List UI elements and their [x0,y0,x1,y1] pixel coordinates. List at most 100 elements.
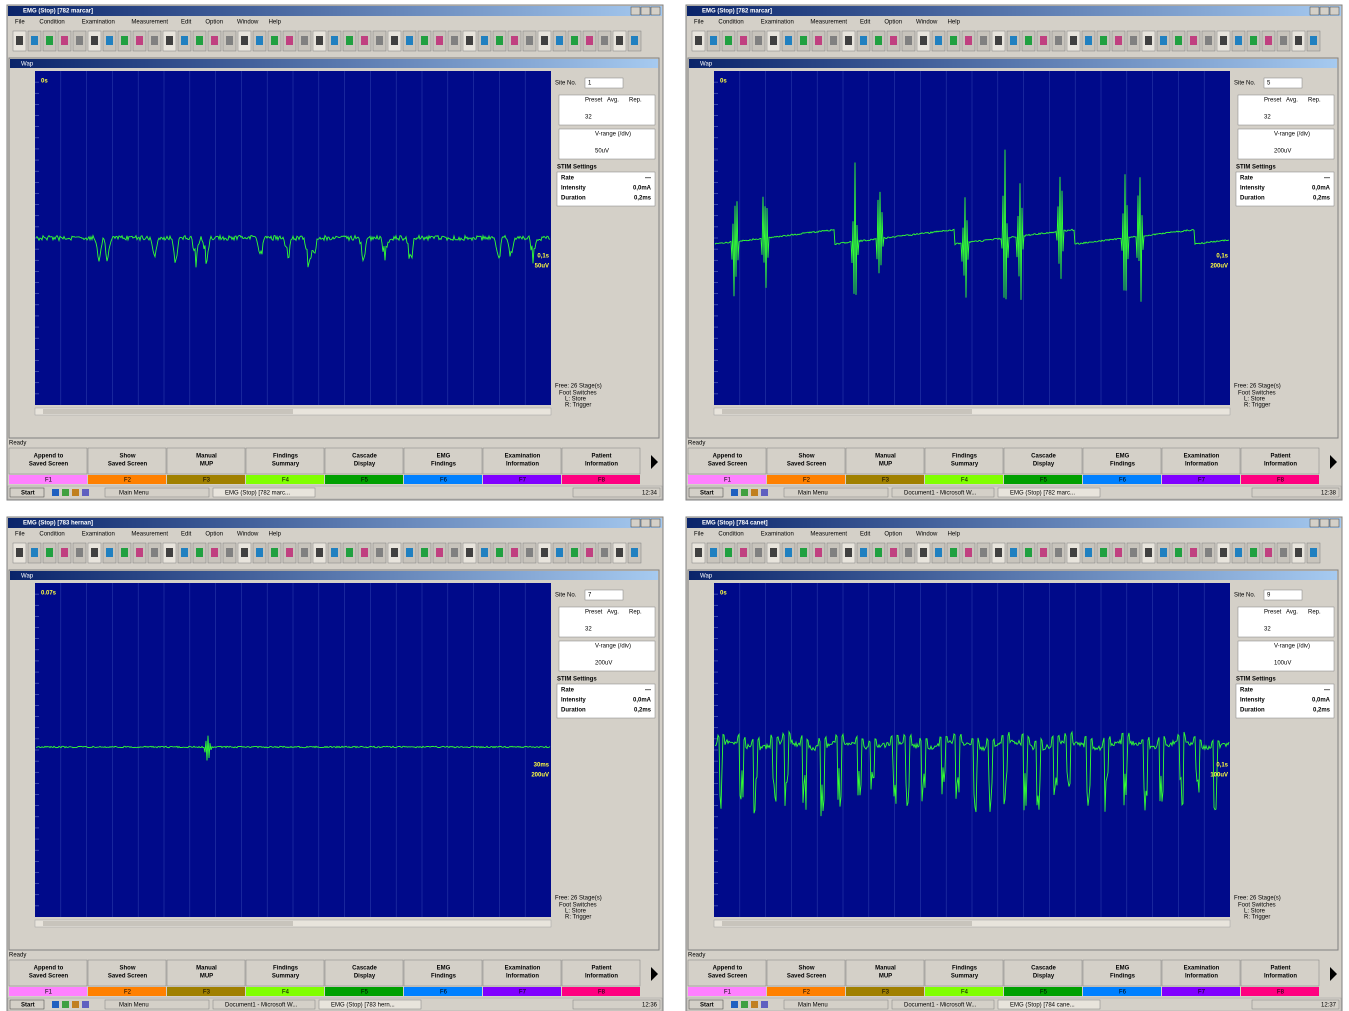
window-control[interactable] [651,7,660,15]
quick-launch[interactable] [82,489,89,496]
menu-item[interactable]: Measurement [810,20,847,26]
menu-item[interactable]: Examination [82,20,115,26]
menu-item[interactable]: Edit [860,532,871,538]
menu-item[interactable]: Window [916,532,938,538]
scroll-thumb[interactable] [722,921,972,926]
quick-launch[interactable] [62,1001,69,1008]
quick-launch[interactable] [82,1001,89,1008]
quick-launch[interactable] [72,1001,79,1008]
button-label: Manual [196,966,217,972]
menu-item[interactable]: Condition [39,532,64,538]
menu-item[interactable]: Window [237,20,259,26]
button-label: Saved Screen [708,974,748,980]
scroll-thumb[interactable] [43,921,293,926]
quick-launch[interactable] [741,1001,748,1008]
window-control[interactable] [641,7,650,15]
menu-item[interactable]: Help [269,20,282,26]
toolbar-icon [920,548,927,557]
title-bar [687,518,1341,528]
menu-item[interactable]: Option [884,20,902,26]
menu-item[interactable]: Measurement [810,532,847,538]
function-key-label: F8 [598,478,606,484]
menu-item[interactable]: File [15,20,25,26]
quick-launch[interactable] [751,1001,758,1008]
toolbar-icon [391,36,398,45]
scroll-thumb[interactable] [43,409,293,414]
menu-item[interactable]: Option [884,532,902,538]
quick-launch[interactable] [52,489,59,496]
menu-item[interactable]: File [15,532,25,538]
menu-item[interactable]: Edit [860,20,871,26]
toolbar-icon [286,36,293,45]
button-label: Findings [1110,974,1136,980]
preset-header: Preset [585,610,603,616]
window-control[interactable] [1310,7,1319,15]
stim-label: Duration [1240,708,1265,714]
menu-item[interactable]: Help [948,20,961,26]
window-control[interactable] [1330,7,1339,15]
quick-launch[interactable] [52,1001,59,1008]
button-label: Information [1185,462,1218,468]
foot-switch: R: Trigger [1244,915,1270,921]
quick-launch[interactable] [761,489,768,496]
quick-launch[interactable] [731,489,738,496]
child-title: Wap [21,574,34,580]
site-no-label: Site No. [1234,593,1256,599]
function-key-label: F5 [1040,990,1048,996]
window-control[interactable] [631,7,640,15]
scroll-thumb[interactable] [722,409,972,414]
menu-item[interactable]: Edit [181,532,192,538]
menu-item[interactable]: Help [269,532,282,538]
toolbar-icon [890,548,897,557]
window-title: EMG (Stop) [784 canet] [702,521,768,527]
button-label: MUP [879,974,892,980]
menu-item[interactable]: File [694,532,704,538]
window-control[interactable] [1320,519,1329,527]
toolbar-icon [226,36,233,45]
quick-launch[interactable] [751,489,758,496]
stim-value: 0,2ms [1313,708,1331,714]
toolbar-icon [920,36,927,45]
quick-launch[interactable] [62,489,69,496]
window-control[interactable] [641,519,650,527]
menu-item[interactable]: Examination [761,20,794,26]
menu-item[interactable]: Examination [761,532,794,538]
menu-item[interactable]: Window [916,20,938,26]
menu-item[interactable]: Edit [181,20,192,26]
menu-item[interactable]: Measurement [131,532,168,538]
window-control[interactable] [1310,519,1319,527]
button-label: Findings [273,454,299,460]
button-label: Information [1264,462,1297,468]
menu-item[interactable]: Option [205,20,223,26]
window-control[interactable] [631,519,640,527]
quick-launch[interactable] [761,1001,768,1008]
quick-launch[interactable] [731,1001,738,1008]
menu-item[interactable]: Examination [82,532,115,538]
function-key-label: F1 [724,478,732,484]
window-control[interactable] [1320,7,1329,15]
toolbar-icon [980,548,987,557]
menu-item[interactable]: File [694,20,704,26]
menu-item[interactable]: Condition [718,532,743,538]
function-key-label: F4 [961,990,969,996]
quick-launch[interactable] [72,489,79,496]
toolbar-icon [1055,36,1062,45]
menu-item[interactable]: Help [948,532,961,538]
menu-item[interactable]: Option [205,532,223,538]
toolbar-icon [965,36,972,45]
window-control[interactable] [1330,519,1339,527]
menu-item[interactable]: Condition [39,20,64,26]
button-label: Cascade [352,966,377,972]
menu-item[interactable]: Measurement [131,20,168,26]
window-control[interactable] [651,519,660,527]
button-label: MUP [200,462,213,468]
button-label: Patient [1270,454,1290,460]
quick-launch[interactable] [741,489,748,496]
toolbar-icon [785,36,792,45]
toolbar-icon [770,36,777,45]
toolbar-icon [1250,548,1257,557]
toolbar-icon [770,548,777,557]
menu-item[interactable]: Window [237,532,259,538]
stim-label: Intensity [561,698,586,704]
menu-item[interactable]: Condition [718,20,743,26]
